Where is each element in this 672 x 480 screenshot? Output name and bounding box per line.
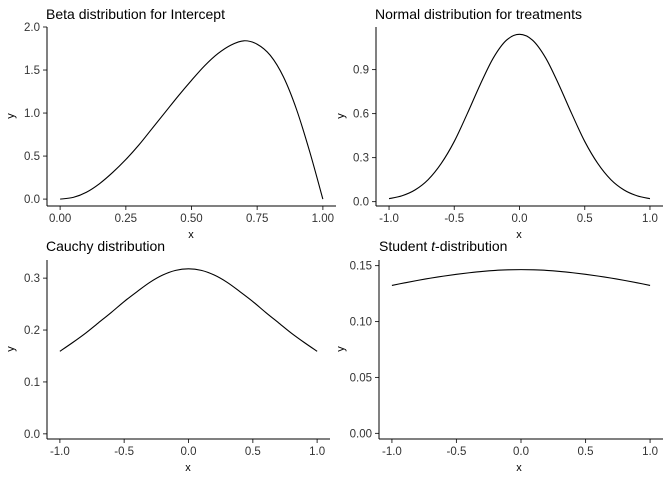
panel-normal-xtick-label-2: 0.0 xyxy=(512,213,528,225)
panel-student-t-ylabel: y xyxy=(335,346,347,352)
panel-beta-series-line-0 xyxy=(60,40,324,200)
panel-student-t-title: Student t-distribution xyxy=(379,238,507,254)
panel-beta-xtick-label-4: 1.00 xyxy=(312,213,334,225)
panel-cauchy-ytick-label-2: 0.2 xyxy=(24,325,40,337)
panel-beta: Beta distribution for Intercept y x 0.00… xyxy=(5,6,336,241)
panel-normal-xlabel: x xyxy=(516,229,522,241)
panel-beta-xtick-label-0: 0.00 xyxy=(49,213,71,225)
panel-student-t-ytick-label-1: 0.05 xyxy=(350,372,372,384)
panel-beta-ylabel: y xyxy=(5,113,17,119)
panel-student-t-title-end: -distribution xyxy=(435,238,507,254)
panel-student-t-ytick-label-3: 0.15 xyxy=(350,261,372,273)
panel-cauchy-title: Cauchy distribution xyxy=(46,238,165,254)
panel-normal-ylabel: y xyxy=(335,113,347,119)
panel-student-t-xtick-label-2: 0.0 xyxy=(513,446,529,458)
panel-student-t-ytick-label-2: 0.10 xyxy=(350,317,372,329)
panel-normal-title: Normal distribution for treatments xyxy=(375,6,582,22)
panel-cauchy-curve-group xyxy=(59,268,318,352)
panel-beta-ytick-label-4: 2.0 xyxy=(24,22,40,34)
panel-normal: Normal distribution for treatments y x -… xyxy=(335,6,663,241)
panel-normal-xtick-label-0: -1.0 xyxy=(379,213,399,225)
panel-student-t-xtick-label-4: 1.0 xyxy=(642,446,658,458)
panel-beta-ticks: 0.00 0.25 0.50 0.75 1.00 0.0 0.5 1.0 1.5 2.0 xyxy=(24,22,334,225)
panel-beta-title: Beta distribution for Intercept xyxy=(46,6,225,22)
panel-cauchy-xlabel: x xyxy=(185,462,191,474)
panel-normal-curve-group xyxy=(388,33,651,200)
panel-normal-ticks: -1.0 -0.5 0.0 0.5 1.0 0.0 0.3 0.6 0.9 xyxy=(353,65,658,225)
panel-cauchy: Cauchy distribution y x -1.0 -0.5 0.0 0.5 1.… xyxy=(5,238,330,474)
panel-student-t-series-line-0 xyxy=(391,269,651,286)
panel-beta-xlabel: x xyxy=(188,229,194,241)
panel-beta-ytick-label-3: 1.5 xyxy=(24,65,40,77)
panel-beta-ytick-label-2: 1.0 xyxy=(24,108,40,120)
panel-student-t-xlabel: x xyxy=(516,462,522,474)
panel-student-t-ticks: -1.0 -0.5 0.0 0.5 1.0 0.00 0.05 0.10 0.15 xyxy=(350,261,658,458)
panel-normal-ytick-label-1: 0.3 xyxy=(353,153,369,165)
panel-cauchy-series-line-0 xyxy=(59,268,318,352)
panel-normal-xtick-label-4: 1.0 xyxy=(642,213,658,225)
panel-beta-ytick-label-0: 0.0 xyxy=(24,194,40,206)
panel-cauchy-xtick-label-3: 0.5 xyxy=(245,446,261,458)
panel-cauchy-ytick-label-1: 0.1 xyxy=(24,377,40,389)
panel-normal-xtick-label-1: -0.5 xyxy=(444,213,464,225)
panel-normal-series-line-0 xyxy=(388,33,651,200)
panel-student-t-xtick-label-1: -0.5 xyxy=(447,446,467,458)
panel-cauchy-xtick-label-1: -0.5 xyxy=(114,446,134,458)
panel-beta-curve-group xyxy=(60,40,324,200)
panel-student-t: Student t-distribution y x -1.0 -0.5 0.0 0.… xyxy=(335,238,663,474)
panel-cauchy-ylabel: y xyxy=(5,346,17,352)
panel-normal-xtick-label-3: 0.5 xyxy=(577,213,593,225)
panel-cauchy-xtick-label-4: 1.0 xyxy=(309,446,325,458)
panel-student-t-title-start: Student xyxy=(379,238,431,254)
panel-cauchy-ytick-label-0: 0.0 xyxy=(24,429,40,441)
panel-student-t-title-italic: t xyxy=(431,238,436,254)
panel-cauchy-xtick-label-0: -1.0 xyxy=(50,446,70,458)
panel-student-t-ytick-label-0: 0.00 xyxy=(350,428,372,440)
panel-cauchy-ytick-label-3: 0.3 xyxy=(24,273,40,285)
panel-beta-xtick-label-3: 0.75 xyxy=(246,213,268,225)
panel-student-t-xtick-label-3: 0.5 xyxy=(578,446,594,458)
panel-beta-ytick-label-1: 0.5 xyxy=(24,151,40,163)
panel-beta-xtick-label-2: 0.50 xyxy=(180,213,202,225)
panel-student-t-curve-group xyxy=(391,269,651,286)
panel-beta-xtick-label-1: 0.25 xyxy=(115,213,137,225)
panel-cauchy-ticks: -1.0 -0.5 0.0 0.5 1.0 0.0 0.1 0.2 0.3 xyxy=(24,273,325,458)
panel-normal-ytick-label-0: 0.0 xyxy=(353,197,369,209)
panel-normal-ytick-label-3: 0.9 xyxy=(353,65,369,77)
panel-cauchy-xtick-label-2: 0.0 xyxy=(181,446,197,458)
panel-normal-ytick-label-2: 0.6 xyxy=(353,109,369,121)
panel-student-t-xtick-label-0: -1.0 xyxy=(382,446,402,458)
